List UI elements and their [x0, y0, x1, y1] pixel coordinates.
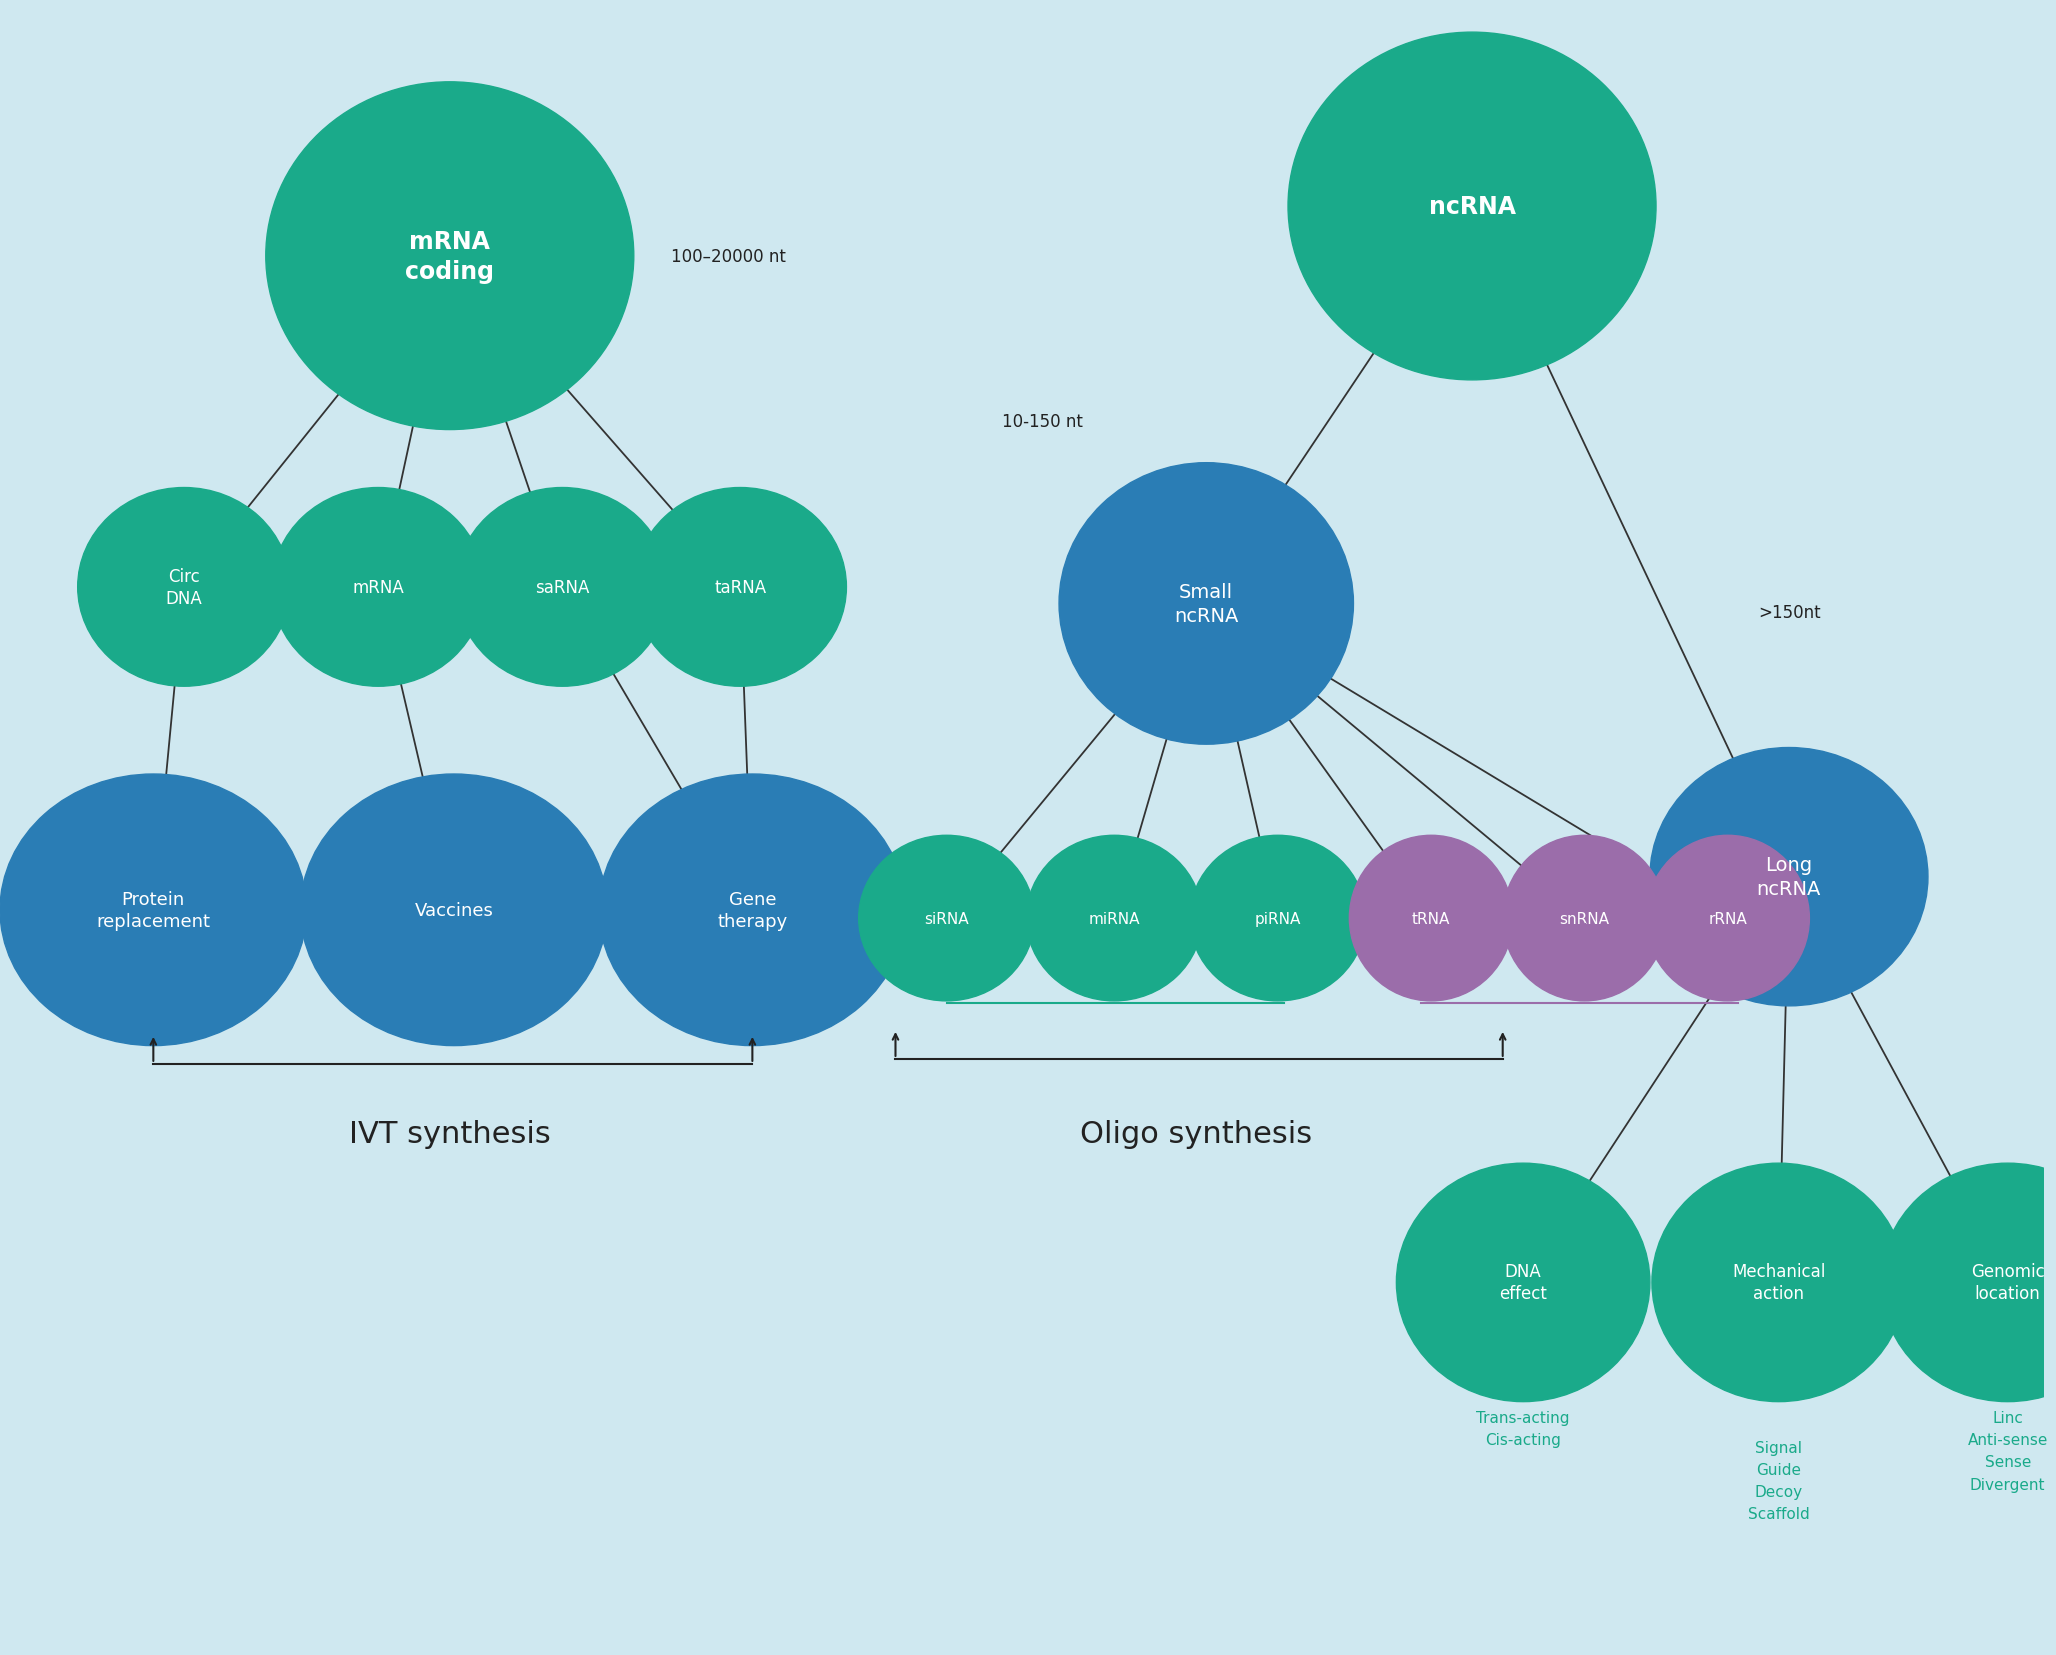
Ellipse shape [1287, 33, 1655, 381]
Text: piRNA: piRNA [1254, 910, 1301, 927]
Text: Gene
therapy: Gene therapy [718, 890, 787, 930]
Text: tRNA: tRNA [1412, 910, 1449, 927]
Ellipse shape [1881, 1163, 2056, 1402]
Ellipse shape [271, 488, 485, 687]
Text: Mechanical
action: Mechanical action [1731, 1263, 1826, 1302]
Text: siRNA: siRNA [925, 910, 968, 927]
Ellipse shape [1645, 836, 1809, 1001]
Ellipse shape [633, 488, 847, 687]
Ellipse shape [265, 83, 633, 430]
Text: Linc
Anti-sense
Sense
Divergent: Linc Anti-sense Sense Divergent [1968, 1410, 2048, 1491]
Text: IVT synthesis: IVT synthesis [350, 1119, 551, 1149]
Text: mRNA: mRNA [352, 579, 405, 596]
Text: miRNA: miRNA [1088, 910, 1139, 927]
Text: snRNA: snRNA [1561, 910, 1610, 927]
Text: Vaccines: Vaccines [415, 902, 493, 919]
Text: Signal
Guide
Decoy
Scaffold: Signal Guide Decoy Scaffold [1748, 1440, 1809, 1521]
Text: Circ
DNA: Circ DNA [167, 568, 201, 607]
Ellipse shape [1190, 836, 1365, 1001]
Text: Oligo synthesis: Oligo synthesis [1079, 1119, 1312, 1149]
Ellipse shape [1026, 836, 1203, 1001]
Text: DNA
effect: DNA effect [1499, 1263, 1546, 1302]
Ellipse shape [0, 775, 306, 1046]
Ellipse shape [1649, 748, 1929, 1006]
Ellipse shape [1349, 836, 1513, 1001]
Ellipse shape [1651, 1163, 1906, 1402]
Text: 100–20000 nt: 100–20000 nt [670, 248, 785, 265]
Ellipse shape [456, 488, 668, 687]
Text: Protein
replacement: Protein replacement [97, 890, 210, 930]
Text: Functional: Functional [1534, 922, 1626, 940]
Text: Genomic
location: Genomic location [1972, 1263, 2044, 1302]
Ellipse shape [1059, 463, 1353, 745]
Ellipse shape [859, 836, 1034, 1001]
Ellipse shape [598, 775, 907, 1046]
Text: taRNA: taRNA [713, 579, 767, 596]
Ellipse shape [1503, 836, 1665, 1001]
Text: Small
ncRNA: Small ncRNA [1174, 583, 1238, 626]
Text: rRNA: rRNA [1709, 910, 1748, 927]
Text: mRNA
coding: mRNA coding [405, 230, 493, 283]
Text: Trans-acting
Cis-acting: Trans-acting Cis-acting [1476, 1410, 1571, 1446]
Text: >150nt: >150nt [1758, 604, 1822, 621]
Ellipse shape [1396, 1163, 1649, 1402]
Text: Regulatory: Regulatory [1065, 922, 1164, 940]
Text: 10-150 nt: 10-150 nt [1001, 414, 1084, 430]
Text: saRNA: saRNA [535, 579, 590, 596]
Text: Long
ncRNA: Long ncRNA [1756, 856, 1822, 899]
Ellipse shape [78, 488, 290, 687]
Ellipse shape [300, 775, 607, 1046]
Text: ncRNA: ncRNA [1429, 195, 1515, 218]
